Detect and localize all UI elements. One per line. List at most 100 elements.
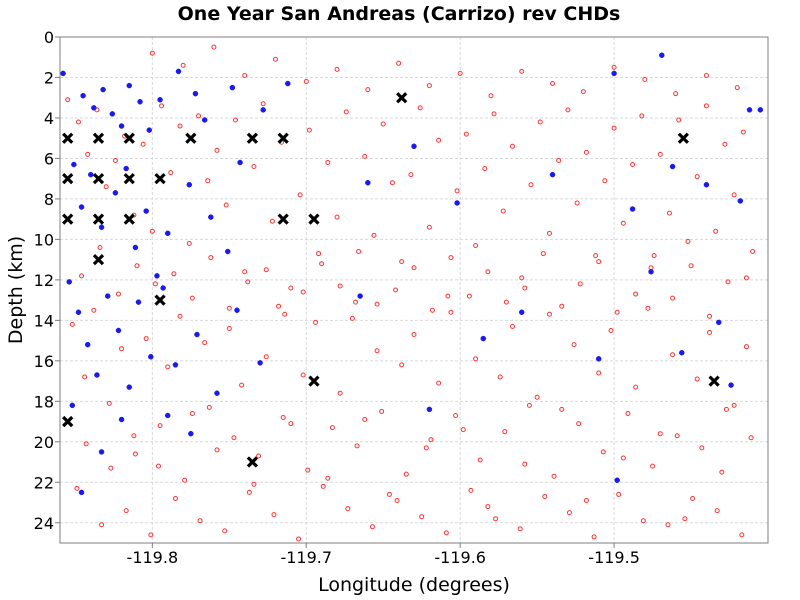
- red-event-point: [263, 267, 269, 273]
- red-event-point: [119, 346, 125, 352]
- blue-event-point: [629, 206, 636, 212]
- red-event-point: [699, 445, 705, 451]
- red-event-point: [642, 77, 648, 83]
- red-event-point: [399, 362, 405, 368]
- red-event-point: [263, 354, 269, 360]
- red-event-point: [719, 469, 725, 475]
- blue-event-point: [426, 406, 433, 413]
- red-event-point: [91, 307, 97, 313]
- chd-x-marker: [308, 213, 320, 225]
- red-event-point: [423, 445, 429, 451]
- blue-event-point: [237, 159, 243, 166]
- red-event-point: [731, 402, 737, 408]
- red-event-point: [296, 536, 302, 542]
- red-event-point: [297, 192, 303, 198]
- red-event-point: [214, 447, 220, 453]
- red-event-point: [337, 283, 343, 289]
- red-event-point: [172, 495, 178, 501]
- red-event-point: [576, 421, 582, 427]
- blue-event-point: [137, 99, 143, 105]
- x-tick-label: -119.6: [434, 548, 486, 567]
- blue-event-point: [595, 356, 602, 362]
- red-event-point: [468, 487, 474, 493]
- blue-event-point: [454, 200, 460, 206]
- red-event-point: [282, 311, 288, 317]
- blue-event-point: [98, 449, 105, 455]
- red-event-point: [168, 170, 174, 176]
- red-event-point: [645, 305, 651, 311]
- red-event-point: [408, 172, 414, 178]
- blue-event-point: [160, 285, 166, 291]
- red-event-point: [399, 259, 405, 265]
- blue-event-point: [229, 84, 236, 91]
- red-event-point: [546, 230, 552, 236]
- red-event-point: [674, 433, 680, 439]
- y-tick-label: 22: [34, 473, 54, 492]
- red-event-point: [65, 97, 71, 103]
- red-event-point: [731, 192, 737, 198]
- red-event-point: [206, 404, 212, 410]
- y-tick-label: 18: [34, 392, 54, 411]
- blue-event-point: [100, 86, 106, 93]
- red-event-point: [79, 273, 85, 279]
- red-event-point: [583, 149, 589, 155]
- red-event-point: [436, 380, 442, 386]
- red-event-point: [493, 516, 499, 522]
- blue-event-point: [91, 105, 97, 111]
- red-event-point: [625, 410, 631, 416]
- y-tick-label: 8: [44, 190, 54, 209]
- red-event-point: [202, 340, 208, 346]
- red-event-point: [222, 528, 228, 534]
- chd-x-marker: [62, 132, 74, 144]
- red-event-point: [226, 325, 232, 331]
- red-event-point: [673, 91, 679, 97]
- red-event-point: [685, 238, 691, 244]
- red-event-point: [140, 141, 146, 147]
- red-event-point: [182, 477, 188, 483]
- blue-event-point: [112, 190, 119, 196]
- red-event-point: [491, 111, 497, 117]
- red-event-point: [651, 253, 657, 259]
- red-event-point: [676, 117, 682, 123]
- red-event-point: [123, 508, 129, 514]
- blue-event-point: [118, 416, 125, 423]
- red-event-point: [186, 240, 192, 246]
- red-event-point: [690, 495, 696, 501]
- red-event-point: [453, 412, 459, 418]
- red-event-point: [251, 481, 257, 487]
- red-event-point: [75, 119, 81, 125]
- red-event-point: [354, 443, 360, 449]
- red-event-point: [426, 224, 432, 230]
- red-event-point: [620, 220, 626, 226]
- red-event-point: [566, 510, 572, 516]
- red-event-point: [482, 166, 488, 172]
- red-event-point: [463, 131, 469, 137]
- red-event-point: [546, 311, 552, 317]
- red-event-point: [356, 249, 362, 255]
- red-event-point: [473, 242, 479, 248]
- red-event-point: [214, 147, 220, 153]
- red-event-point: [485, 504, 491, 510]
- red-event-point: [633, 384, 639, 390]
- red-event-point: [149, 50, 155, 56]
- red-event-point: [132, 451, 138, 457]
- blue-event-point: [98, 224, 105, 231]
- blue-event-point: [257, 360, 263, 366]
- blue-event-point: [118, 123, 125, 129]
- red-event-point: [393, 287, 399, 293]
- chd-x-marker: [154, 173, 166, 185]
- red-event-point: [177, 313, 183, 319]
- red-event-point: [611, 125, 617, 131]
- plot-area: [59, 36, 769, 544]
- red-event-point: [620, 455, 626, 461]
- blue-event-point: [648, 269, 654, 275]
- chd-x-marker: [123, 213, 135, 225]
- blue-event-point: [66, 279, 72, 285]
- blue-event-point: [109, 111, 116, 117]
- y-tick-label: 0: [44, 28, 54, 47]
- red-event-point: [488, 93, 494, 99]
- blue-event-point: [518, 309, 525, 316]
- blue-event-point: [175, 68, 182, 75]
- red-event-point: [445, 293, 451, 299]
- red-event-point: [159, 103, 165, 109]
